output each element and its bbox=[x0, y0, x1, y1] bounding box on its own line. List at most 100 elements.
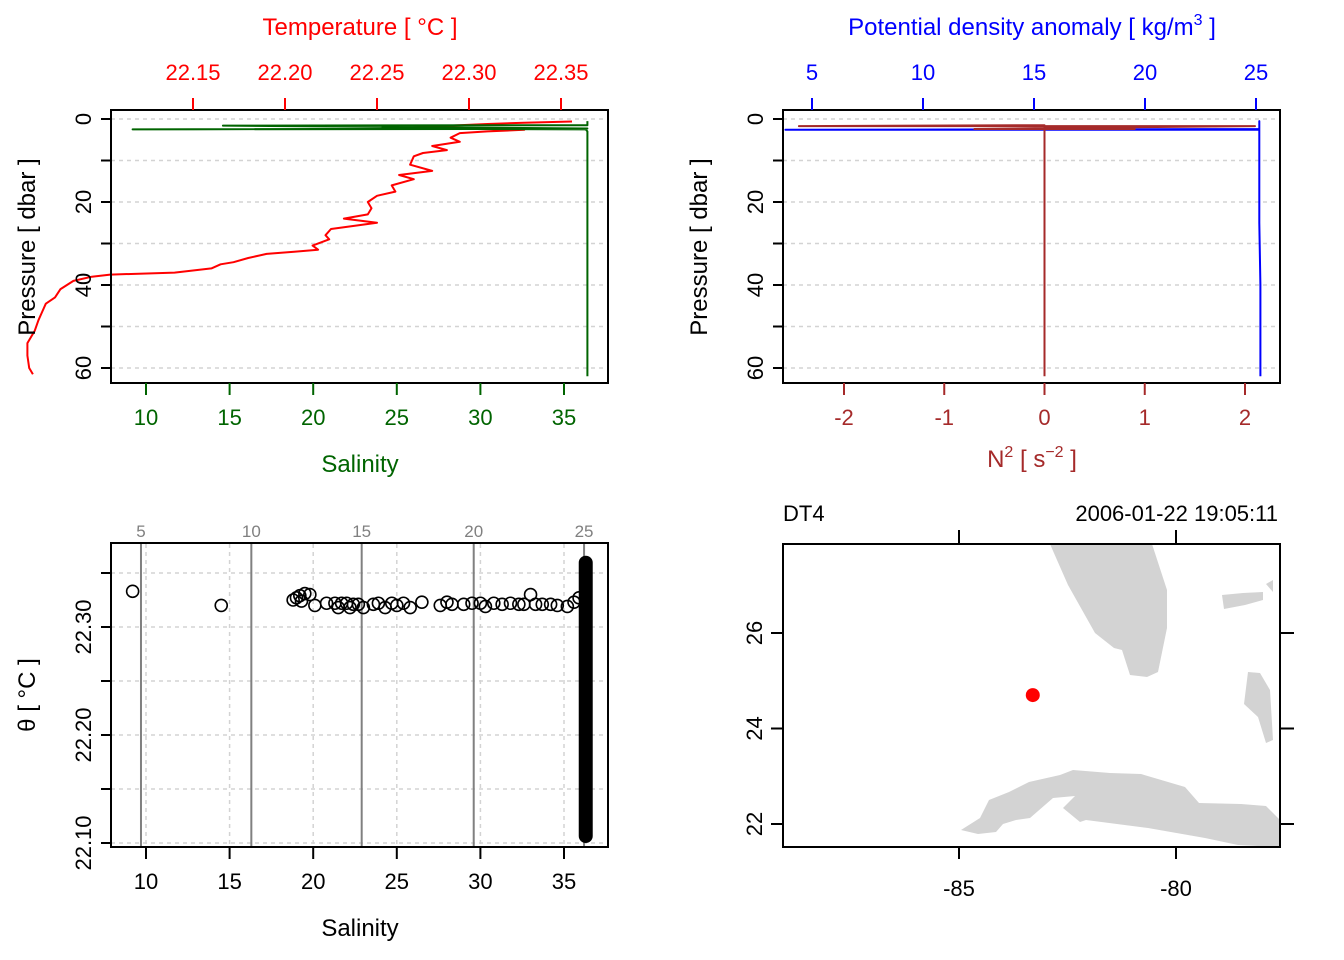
panel-station-map: -85 -80 22 24 26 DT4 2006-01-22 19:05:11 bbox=[742, 501, 1294, 901]
land-florida bbox=[1050, 544, 1167, 677]
p2-plot-frame bbox=[782, 109, 1281, 384]
p3-plot-frame bbox=[110, 542, 609, 848]
p4-axes: -85 -80 22 24 26 bbox=[742, 530, 1294, 901]
isopycnal-label: 20 bbox=[464, 522, 483, 541]
isopycnal-label: 10 bbox=[242, 522, 261, 541]
x-tick-label: 5 bbox=[806, 60, 818, 85]
p2-bottom-axis: -2 -1 0 1 2 bbox=[834, 383, 1251, 430]
ts-point bbox=[286, 593, 300, 607]
x-tick-label: 20 bbox=[301, 869, 325, 894]
panel-ts-diagram: 5 10 15 20 25 10 15 20 25 30 35 22.10 22.20 22.30 S… bbox=[14, 522, 609, 942]
p1-bottom-axis: 10 15 20 25 30 35 bbox=[134, 383, 576, 430]
ts-point bbox=[486, 596, 501, 611]
ts-point bbox=[308, 598, 322, 613]
x-tick-label: 22.35 bbox=[533, 60, 588, 85]
x-tick-label: -2 bbox=[834, 405, 854, 430]
x-tick-label: 2 bbox=[1239, 405, 1251, 430]
ts-point bbox=[125, 584, 140, 599]
p3-points-group bbox=[125, 555, 593, 843]
ts-point bbox=[560, 599, 575, 614]
p2-gridlines bbox=[783, 118, 1280, 369]
x-tick-label: 15 bbox=[217, 405, 241, 430]
ts-point bbox=[535, 597, 550, 612]
ts-point bbox=[550, 598, 565, 613]
p3-bottom-axis: 10 15 20 25 30 35 bbox=[134, 847, 576, 894]
x-tick-label: 30 bbox=[468, 405, 492, 430]
ts-point bbox=[528, 597, 543, 612]
x-tick-label: 10 bbox=[134, 869, 158, 894]
ts-point bbox=[343, 600, 357, 615]
ts-point bbox=[356, 600, 371, 615]
y-tick-label: 60 bbox=[71, 356, 96, 380]
x-tick-label: 15 bbox=[217, 869, 241, 894]
x-tick-label: 30 bbox=[468, 869, 492, 894]
p3-isopycnals: 5 10 15 20 25 bbox=[136, 522, 594, 847]
x-tick-label: 20 bbox=[1133, 60, 1157, 85]
ts-dense-column bbox=[578, 555, 593, 843]
p3-bottom-axis-label: Salinity bbox=[321, 915, 398, 942]
ts-point bbox=[298, 586, 312, 601]
ts-point bbox=[543, 597, 558, 612]
p4-land-group bbox=[961, 544, 1280, 847]
map-station-time: 2006-01-22 19:05:11 bbox=[1075, 501, 1278, 526]
p1-bottom-axis-label: Salinity bbox=[321, 451, 398, 478]
land-cuba bbox=[961, 770, 1280, 847]
ts-point bbox=[403, 600, 417, 615]
ts-point bbox=[503, 596, 518, 611]
p1-series-group bbox=[26, 120, 589, 377]
x-tick-label: 22.25 bbox=[349, 60, 404, 85]
x-tick-label: 0 bbox=[1038, 405, 1050, 430]
y-tick-label: 20 bbox=[71, 190, 96, 214]
map-station-name: DT4 bbox=[783, 501, 825, 526]
lon-tick-label: -80 bbox=[1160, 876, 1192, 901]
x-tick-label: 25 bbox=[385, 405, 409, 430]
ts-point bbox=[478, 599, 493, 614]
p1-left-axis: 0 20 40 60 bbox=[71, 113, 111, 380]
ts-point bbox=[319, 596, 334, 611]
p2-top-axis: 5 10 15 20 25 bbox=[806, 60, 1268, 110]
lat-tick-label: 24 bbox=[742, 716, 767, 740]
x-tick-label: -1 bbox=[934, 405, 954, 430]
x-tick-label: 10 bbox=[134, 405, 158, 430]
lon-tick-label: -85 bbox=[943, 876, 975, 901]
y-tick-label: 60 bbox=[743, 356, 768, 380]
y-tick-label: 0 bbox=[71, 113, 96, 125]
p1-top-axis: 22.15 22.20 22.25 22.30 22.35 bbox=[165, 60, 589, 110]
salinity-line bbox=[131, 121, 589, 377]
panel-temperature-salinity-profile: 22.15 22.20 22.25 22.30 22.35 10 15 20 25 30 35 0… bbox=[14, 14, 609, 478]
x-tick-label: 25 bbox=[385, 869, 409, 894]
y-tick-label: 40 bbox=[743, 273, 768, 297]
x-tick-label: 20 bbox=[301, 405, 325, 430]
p3-left-axis: 22.10 22.20 22.30 bbox=[71, 572, 111, 871]
p3-left-axis-label: θ [ °C ] bbox=[14, 658, 41, 732]
ts-point bbox=[303, 587, 317, 602]
ts-point bbox=[396, 596, 411, 611]
p2-series-group bbox=[784, 120, 1262, 377]
y-tick-label: 0 bbox=[743, 113, 768, 125]
p2-bottom-axis-label: N2 [ s−2 ] bbox=[987, 444, 1077, 473]
ts-point bbox=[389, 598, 404, 613]
lat-tick-label: 22 bbox=[742, 812, 767, 836]
p2-left-axis-label: Pressure [ dbar ] bbox=[686, 158, 713, 335]
ts-point bbox=[346, 597, 361, 612]
land-bahamas-north bbox=[1222, 592, 1263, 609]
y-tick-label: 22.30 bbox=[71, 599, 96, 654]
p1-left-axis-label: Pressure [ dbar ] bbox=[14, 158, 41, 335]
land-bahamas-east bbox=[1244, 672, 1273, 743]
y-tick-label: 22.20 bbox=[71, 707, 96, 762]
p1-gridlines bbox=[111, 118, 608, 369]
ts-point bbox=[415, 595, 429, 609]
p2-top-axis-label: Potential density anomaly [ kg/m3 ] bbox=[848, 12, 1216, 41]
density-line bbox=[784, 120, 1262, 377]
temperature-line bbox=[26, 120, 573, 375]
p2-left-axis: 0 20 40 60 bbox=[743, 113, 783, 380]
x-tick-label: 35 bbox=[552, 405, 576, 430]
ts-point bbox=[512, 597, 526, 612]
ts-point bbox=[456, 597, 471, 612]
x-tick-label: 1 bbox=[1139, 405, 1151, 430]
n2-line bbox=[797, 124, 1256, 377]
isopycnal-label: 5 bbox=[136, 522, 145, 541]
p1-plot-frame bbox=[110, 109, 609, 384]
isopycnal-label: 15 bbox=[352, 522, 371, 541]
